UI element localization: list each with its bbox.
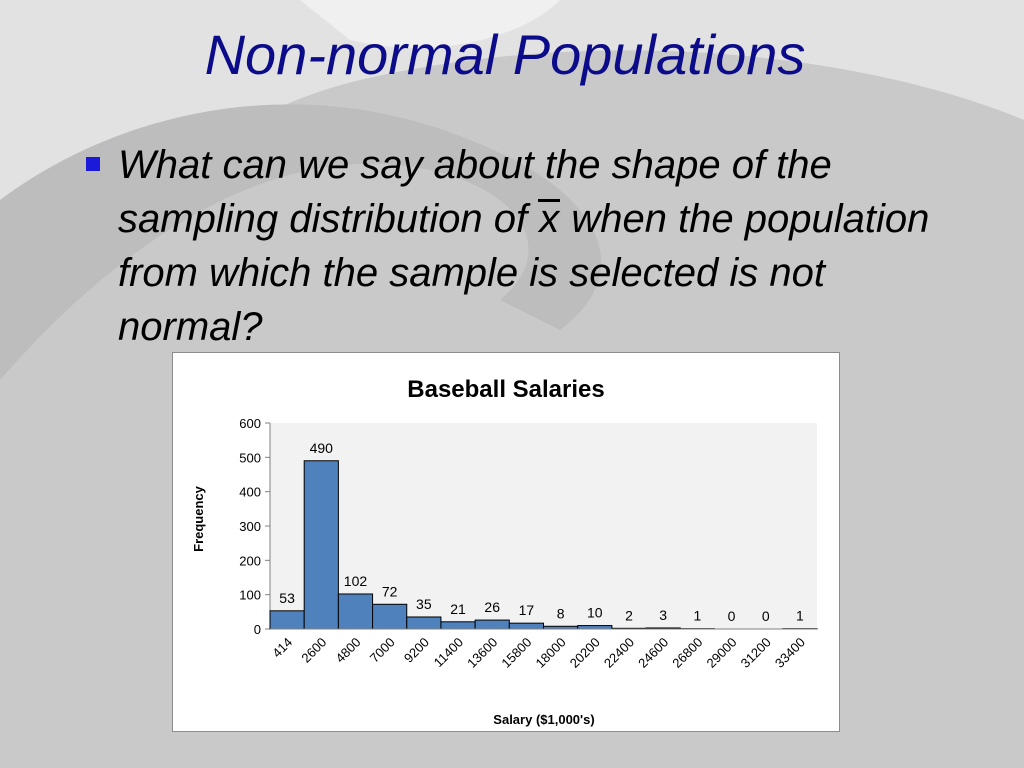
y-tick-label: 600 (239, 416, 261, 431)
x-bar-symbol: x (538, 197, 561, 241)
bar-data-label: 8 (557, 605, 565, 621)
y-tick-label: 500 (239, 450, 261, 465)
slide-title: Non-normal Populations (204, 23, 806, 86)
x-tick-label: 9200 (401, 635, 432, 666)
histogram-bar (269, 610, 305, 630)
x-axis: 414 2600 4800 7000 9200114001360015800180002… (269, 628, 817, 671)
x-tick-label: 26800 (669, 635, 705, 671)
histogram-bar (440, 621, 476, 630)
x-tick-label: 15800 (498, 635, 534, 671)
bar-data-label: 490 (310, 440, 334, 456)
y-tick-label: 0 (254, 622, 261, 637)
histogram-bar (406, 616, 442, 630)
y-tick-label: 100 (239, 588, 261, 603)
square-bullet-icon (86, 157, 100, 171)
bullet-text: What can we say about the shape of the s… (118, 138, 958, 354)
x-tick-label: 20200 (567, 635, 603, 671)
bar-data-label: 53 (279, 590, 295, 606)
x-tick-label: 2600 (298, 635, 329, 666)
bar-data-label: 21 (450, 601, 466, 617)
x-tick-label: 414 (269, 635, 295, 661)
bullet-text-part: What can we say about the shape of the s… (118, 143, 832, 241)
bar-data-label: 72 (382, 583, 398, 599)
bullet-text-part: when the population from which the sampl… (118, 197, 930, 349)
y-tick-label: 300 (239, 519, 261, 534)
bar-data-label: 26 (484, 599, 500, 615)
x-tick-label: 24600 (635, 635, 671, 671)
y-tick-label: 200 (239, 553, 261, 568)
bar-data-label: 0 (762, 608, 770, 624)
histogram-bar (474, 619, 510, 630)
y-tick-label: 400 (239, 485, 261, 500)
x-tick-label: 29000 (703, 635, 739, 671)
bar-data-label: 0 (728, 608, 736, 624)
x-tick-label: 31200 (738, 635, 774, 671)
y-axis: 0 100 200 300 400 500 600 (239, 416, 271, 637)
bar-data-label: 10 (587, 605, 603, 621)
x-tick-label: 18000 (533, 635, 569, 671)
x-tick-label: 7000 (367, 635, 398, 666)
histogram-bar (337, 593, 374, 630)
bar-data-label: 3 (659, 607, 667, 623)
chart-container: Baseball Salaries 0 100 200 300 400 500 600 53… (172, 352, 840, 732)
histogram-bar (577, 625, 613, 630)
histogram-bar (303, 460, 339, 630)
bar-data-label: 1 (693, 608, 701, 624)
bar-data-label: 1 (796, 608, 804, 624)
bar-data-label: 102 (344, 573, 368, 589)
x-tick-label: 4800 (333, 635, 364, 666)
x-tick-label: 13600 (464, 635, 500, 671)
bar-data-label: 35 (416, 596, 432, 612)
histogram-bar (508, 622, 544, 630)
chart-title: Baseball Salaries (407, 376, 604, 403)
x-tick-label: 33400 (772, 635, 808, 671)
x-tick-label: 22400 (601, 635, 637, 671)
x-tick-label: 11400 (431, 635, 466, 670)
y-axis-title: Frequency (191, 485, 206, 552)
x-axis-title: Salary ($1,000's) (493, 712, 594, 727)
bar-data-label: 2 (625, 607, 633, 623)
bar-data-label: 17 (519, 602, 535, 618)
histogram-bar (372, 603, 408, 630)
